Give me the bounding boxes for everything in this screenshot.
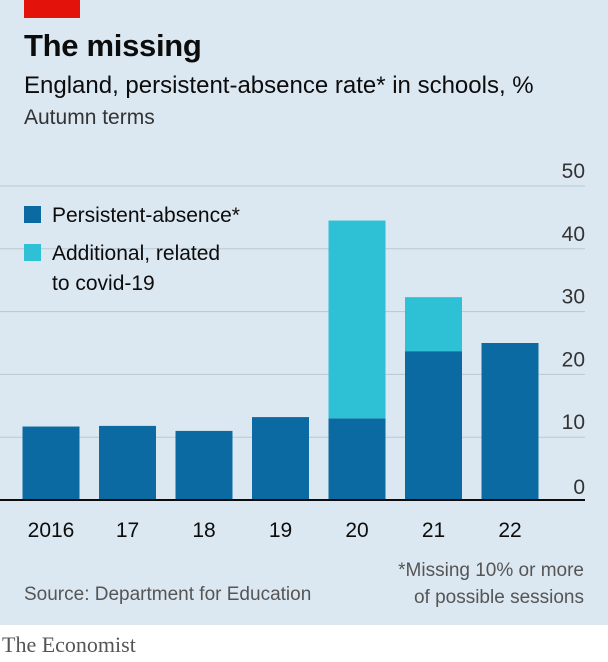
economist-logo-text: The Economist (2, 632, 136, 657)
y-tick-label: 10 (562, 411, 585, 434)
source-note: Source: Department for Education (24, 584, 312, 605)
legend-swatch (24, 244, 41, 261)
y-tick-label: 40 (562, 223, 585, 246)
x-tick-label: 21 (422, 519, 445, 542)
bar-covid-additional (405, 297, 462, 352)
axis-layer: 0 10 20 30 40 50 2016 17 18 19 20 21 22 (0, 160, 585, 542)
y-tick-label: 50 (562, 160, 585, 183)
x-tick-label: 20 (345, 519, 368, 542)
brand-red-bar (24, 0, 80, 18)
chart-title: The missing (24, 28, 202, 63)
footnote: *Missing 10% or more of possible session… (398, 557, 584, 611)
bar-persistent-absence (481, 343, 539, 500)
x-tick-label: 19 (269, 519, 292, 542)
bar-persistent-absence (175, 430, 233, 500)
legend-label: Additional, related (52, 242, 220, 265)
bar-persistent-absence (22, 426, 80, 500)
legend-label: Persistent-absence* (52, 204, 240, 227)
bar-persistent-absence (328, 418, 386, 500)
y-tick-label: 0 (573, 476, 585, 499)
bar-persistent-absence (405, 351, 462, 500)
chart-panel (0, 0, 608, 625)
stacked-bar-chart: 0 10 20 30 40 50 2016 17 18 19 20 21 22 Persistent-a… (0, 160, 585, 542)
chart-subtitle: England, persistent-absence rate* in sch… (24, 72, 534, 99)
bar-covid-additional (328, 220, 386, 419)
x-tick-label: 22 (498, 519, 521, 542)
bar-persistent-absence (99, 425, 156, 500)
legend-label: to covid-19 (52, 272, 155, 295)
bar-persistent-absence (252, 417, 309, 500)
x-tick-label: 2016 (28, 519, 75, 542)
footnote-line-2: of possible sessions (413, 587, 584, 608)
y-tick-label: 30 (562, 286, 585, 309)
x-tick-label: 18 (192, 519, 215, 542)
footnote-line-1: *Missing 10% or more (398, 560, 584, 581)
x-tick-label: 17 (116, 519, 139, 542)
y-tick-label: 20 (562, 348, 585, 371)
chart-subtitle-secondary: Autumn terms (24, 106, 155, 129)
legend-swatch (24, 206, 41, 223)
bars-layer (22, 220, 539, 500)
legend: Persistent-absence* Additional, related to… (24, 204, 240, 295)
